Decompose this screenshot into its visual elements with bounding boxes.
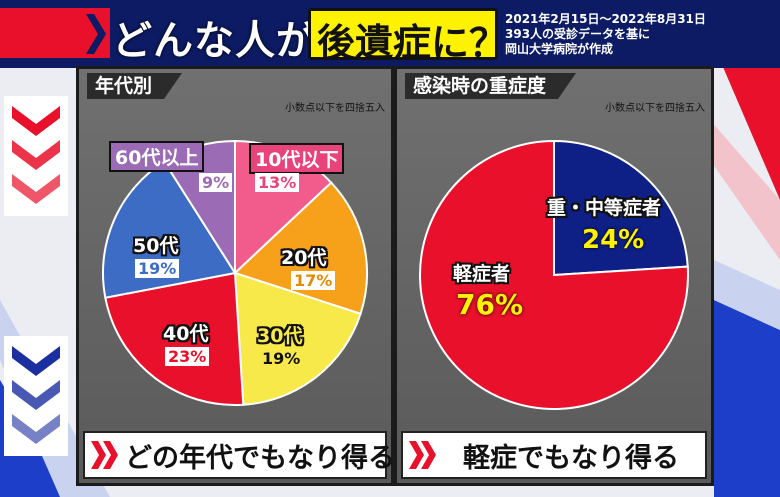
slice-label-name: 50代 [133, 235, 179, 257]
age-footer: どの年代でもなり得る [83, 431, 395, 479]
severity-pie-chart [419, 139, 689, 410]
red-chevrons-icon [4, 96, 68, 216]
header-chevron-icon [86, 14, 106, 54]
severity-footer-text: 軽症でもなり得る [463, 443, 679, 474]
slice-label-name: 軽症者 [453, 263, 511, 285]
source-info-line: 393人の受診データを基に [505, 27, 651, 41]
slice-label-value: 13% [255, 173, 300, 192]
slice-label-name: 30代 [257, 325, 303, 347]
header-bar: どんな人が 後遺症に？ 2021年2月15日〜2022年8月31日 393人の受… [0, 0, 780, 68]
title-highlight-text: 後遺症に？ [317, 21, 508, 65]
age-panel: 年代別 小数点以下を四捨五入 10代以下 13% 20代 17% 30代 19%… [76, 66, 395, 486]
rounding-note: 小数点以下を四捨五入 [285, 103, 385, 114]
rounding-note: 小数点以下を四捨五入 [605, 103, 705, 114]
slice-label-name: 60代以上 [109, 141, 205, 172]
slice-label-value: 19% [135, 259, 180, 278]
source-info-line: 2021年2月15日〜2022年8月31日 [505, 12, 706, 26]
age-panel-tab: 年代別 [87, 73, 182, 99]
source-info-line: 岡山大学病院が作成 [505, 42, 614, 56]
title-highlight-box: 後遺症に？ [308, 8, 507, 65]
slice-label-value: 17% [291, 271, 336, 290]
slice-label-value: 23% [165, 347, 210, 366]
slice-label-value: 19% [262, 349, 301, 368]
slice-label-name: 10代以下 [249, 143, 345, 174]
severity-panel-tab: 感染時の重症度 [405, 73, 576, 99]
blue-chevrons-icon [4, 336, 68, 456]
slice-label-name: 20代 [281, 247, 327, 269]
pie-slice [553, 139, 689, 277]
footer-chevron-icon [409, 441, 436, 469]
severity-panel: 感染時の重症度 小数点以下を四捨五入 重・中等症者 24% 軽症者 76% 軽症… [394, 66, 714, 486]
footer-chevron-icon [91, 441, 118, 469]
source-info: 2021年2月15日〜2022年8月31日 393人の受診データを基に 岡山大学… [505, 12, 706, 57]
slice-label-value: 24% [582, 225, 645, 255]
pie-slice [233, 271, 362, 406]
page-title: どんな人が [112, 18, 317, 64]
severity-footer: 軽症でもなり得る [401, 431, 707, 479]
age-footer-text: どの年代でもなり得る [125, 443, 395, 474]
pie-slice [104, 271, 245, 406]
slice-label-name: 40代 [163, 323, 209, 345]
slice-label-name: 重・中等症者 [547, 197, 662, 219]
slice-label-value: 76% [456, 288, 524, 321]
pie-slice [419, 139, 689, 410]
slice-label-value: 9% [199, 173, 233, 192]
